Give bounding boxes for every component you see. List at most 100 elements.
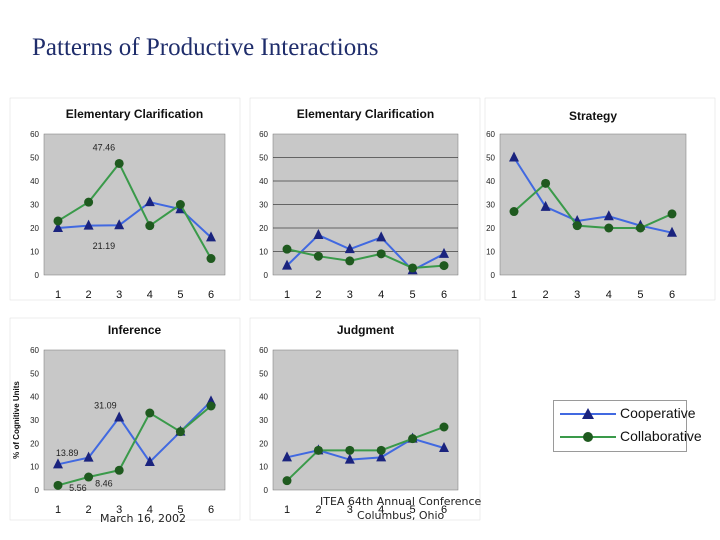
x-tick-label: 2	[543, 289, 549, 301]
x-tick-label: 4	[147, 289, 153, 301]
y-tick-label: 30	[259, 201, 268, 210]
x-tick-label: 3	[347, 289, 353, 301]
x-tick-label: 3	[116, 289, 122, 301]
data-point-collaborative	[175, 200, 185, 209]
y-tick-label: 60	[30, 130, 39, 139]
y-tick-label: 0	[35, 271, 40, 280]
data-point-cooperative	[439, 442, 449, 452]
x-tick-label: 4	[378, 289, 384, 301]
y-tick-label: 0	[491, 271, 496, 280]
series-line-collaborative	[286, 426, 445, 482]
y-tick-label: 20	[486, 224, 495, 233]
x-tick-label: 6	[441, 289, 447, 301]
plot-area	[499, 133, 687, 276]
data-point-collaborative	[604, 223, 614, 233]
chart-title: Elementary Clarification	[297, 107, 434, 121]
data-point-collaborative	[53, 216, 63, 226]
data-point-collaborative	[408, 263, 418, 273]
data-point-collaborative	[541, 178, 551, 188]
data-point-collaborative	[376, 249, 386, 259]
data-label: 8.46	[95, 479, 113, 489]
series-line-collaborative	[57, 161, 212, 260]
x-tick-label: 1	[284, 289, 290, 301]
y-tick-label: 60	[486, 130, 495, 139]
data-point-cooperative	[114, 219, 125, 230]
y-tick-label: 30	[30, 416, 39, 425]
series-line-cooperative	[513, 156, 673, 234]
data-point-collaborative	[145, 408, 155, 418]
x-tick-label: 4	[378, 504, 384, 516]
y-tick-label: 60	[30, 346, 39, 355]
data-point-collaborative	[175, 427, 185, 437]
y-tick-label: 60	[259, 346, 268, 355]
series-line-collaborative	[286, 248, 445, 269]
data-point-cooperative	[376, 231, 387, 242]
data-label: 21.19	[93, 241, 116, 251]
data-point-collaborative	[408, 434, 418, 444]
footer-conference-location: Columbus, Ohio	[357, 509, 445, 522]
data-point-cooperative	[540, 200, 551, 211]
data-point-collaborative	[509, 207, 519, 217]
y-tick-label: 60	[259, 130, 268, 139]
data-point-cooperative	[667, 226, 677, 237]
data-point-cooperative	[53, 222, 63, 232]
footer-conference-name: ITEA 64th Annual Conference	[320, 495, 482, 508]
y-tick-label: 30	[486, 201, 495, 210]
y-tick-label: 50	[30, 369, 39, 378]
series-line-collaborative	[57, 405, 212, 487]
data-point-collaborative	[206, 254, 216, 264]
data-point-cooperative	[144, 196, 155, 207]
data-point-cooperative	[83, 219, 94, 230]
chart-legend: Cooperative Collaborative	[553, 400, 702, 452]
data-point-collaborative	[313, 445, 323, 455]
data-point-cooperative	[206, 231, 216, 242]
y-tick-label: 10	[30, 463, 39, 472]
data-point-cooperative	[53, 458, 63, 469]
data-point-cooperative	[439, 247, 449, 258]
y-axis-label: % of Cognitive Units	[12, 381, 21, 459]
data-point-cooperative	[344, 453, 355, 464]
y-tick-label: 50	[30, 154, 39, 163]
y-tick-label: 30	[30, 201, 39, 210]
x-tick-label: 5	[177, 289, 183, 301]
data-point-cooperative	[376, 451, 387, 462]
data-point-collaborative	[145, 221, 155, 231]
data-point-collaborative	[345, 445, 355, 455]
data-point-cooperative	[603, 210, 614, 221]
data-point-cooperative	[83, 451, 94, 462]
data-label: 31.09	[94, 400, 117, 410]
data-point-collaborative	[282, 476, 292, 486]
series-line-collaborative	[513, 181, 673, 229]
x-tick-label: 3	[347, 504, 353, 516]
y-tick-label: 10	[259, 248, 268, 257]
y-tick-label: 40	[259, 393, 268, 402]
data-point-collaborative	[84, 472, 94, 482]
data-point-cooperative	[313, 229, 324, 240]
data-point-cooperative	[144, 456, 155, 466]
y-tick-label: 40	[30, 177, 39, 186]
data-point-collaborative	[345, 256, 355, 266]
data-point-cooperative	[282, 259, 292, 270]
y-tick-label: 50	[259, 369, 268, 378]
circle-marker-icon	[560, 432, 616, 442]
y-tick-label: 20	[30, 224, 39, 233]
x-tick-label: 3	[574, 289, 580, 301]
y-tick-label: 10	[30, 248, 39, 257]
data-point-collaborative	[53, 480, 63, 490]
chart-title: Judgment	[337, 323, 394, 337]
x-tick-label: 1	[55, 504, 61, 516]
x-tick-label: 5	[410, 289, 416, 301]
x-tick-label: 1	[284, 504, 290, 516]
chart-title: Elementary Clarification	[66, 107, 203, 121]
data-point-collaborative	[282, 244, 292, 254]
data-point-collaborative	[572, 221, 582, 231]
x-tick-label: 2	[86, 504, 92, 516]
x-tick-label: 6	[669, 289, 675, 301]
data-point-cooperative	[509, 151, 519, 162]
y-tick-label: 0	[35, 486, 40, 495]
y-tick-label: 20	[259, 439, 268, 448]
data-point-cooperative	[344, 243, 355, 254]
data-label: 47.46	[93, 142, 116, 152]
data-point-collaborative	[667, 209, 677, 219]
